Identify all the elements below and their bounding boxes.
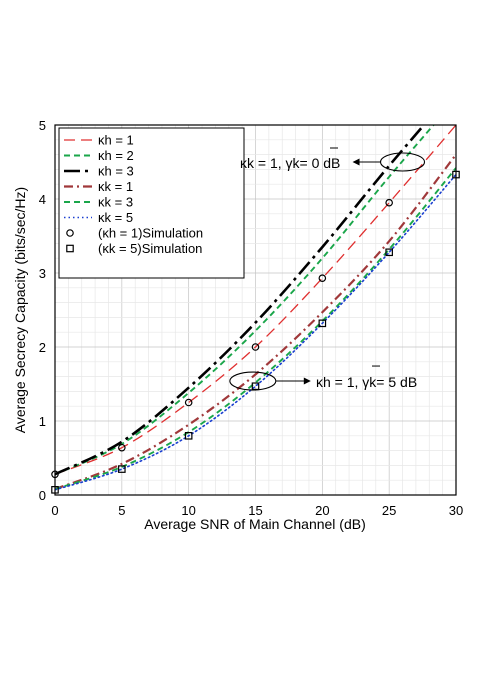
legend-label: κh = 3 xyxy=(98,164,134,179)
marker-circle xyxy=(385,198,393,207)
plot-frame xyxy=(54,124,457,496)
marker-circle xyxy=(251,343,260,351)
marker-circle xyxy=(184,398,193,407)
series-line-4 xyxy=(55,153,456,491)
y-tick-label: 2 xyxy=(39,340,46,355)
y-tick-label: 0 xyxy=(39,488,46,503)
annotations: κk = 1, γk= 0 dB κh = 1, γk= 5 dB xyxy=(229,147,426,391)
legend-label: (κh = 1)Simulation xyxy=(98,226,203,241)
legend-label: κk = 3 xyxy=(98,195,133,210)
marker-square xyxy=(184,432,193,440)
y-tick-label: 1 xyxy=(39,414,46,429)
x-tick-label: 25 xyxy=(382,503,396,518)
series-line-2 xyxy=(55,125,435,476)
x-tick-label: 0 xyxy=(51,503,58,518)
y-axis-label: Average Secrecy Capacity (bits/sec/Hz) xyxy=(12,187,28,433)
legend-label: κk = 1 xyxy=(98,179,133,194)
legend-label: κh = 2 xyxy=(98,148,134,163)
x-tick-label: 30 xyxy=(449,503,463,518)
series-line-6 xyxy=(55,173,456,491)
legend: κh = 1κh = 2κh = 3κk = 1κk = 3κk = 5(κh … xyxy=(58,127,245,279)
annotation-label: κk = 1, γk= 0 dB xyxy=(240,155,340,171)
marker-square xyxy=(385,248,393,257)
y-tick-label: 3 xyxy=(39,266,46,281)
legend-box xyxy=(58,127,245,279)
x-tick-label: 5 xyxy=(118,503,125,518)
marker-square xyxy=(318,319,327,328)
legend-label: κh = 1 xyxy=(98,133,134,148)
series-lines xyxy=(55,125,456,491)
x-tick-label: 20 xyxy=(315,503,329,518)
marker-square xyxy=(251,382,260,391)
series-line-1 xyxy=(55,125,456,475)
x-axis-label: Average SNR of Main Channel (dB) xyxy=(144,516,366,532)
marker-circle xyxy=(318,274,327,282)
y-tick-label: 4 xyxy=(39,192,46,207)
y-tick-label: 5 xyxy=(39,118,46,133)
axis-ticks: 0 5 10 15 20 25 30 0 1 2 3 4 5 xyxy=(39,118,463,518)
x-tick-label: 10 xyxy=(181,503,195,518)
marker-square xyxy=(118,465,126,473)
x-tick-label: 15 xyxy=(248,503,262,518)
series-line-5 xyxy=(55,167,456,490)
annotation-label: κh = 1, γk= 5 dB xyxy=(316,374,417,390)
legend-label: (κk = 5)Simulation xyxy=(98,241,202,256)
series-line-3 xyxy=(55,125,426,476)
legend-swatch xyxy=(66,229,74,237)
marker-circle xyxy=(118,443,126,452)
legend-swatch xyxy=(66,244,74,253)
annotation-arrowhead xyxy=(303,377,311,385)
annotation-arrowhead xyxy=(352,158,360,166)
legend-label: κk = 5 xyxy=(98,210,133,225)
